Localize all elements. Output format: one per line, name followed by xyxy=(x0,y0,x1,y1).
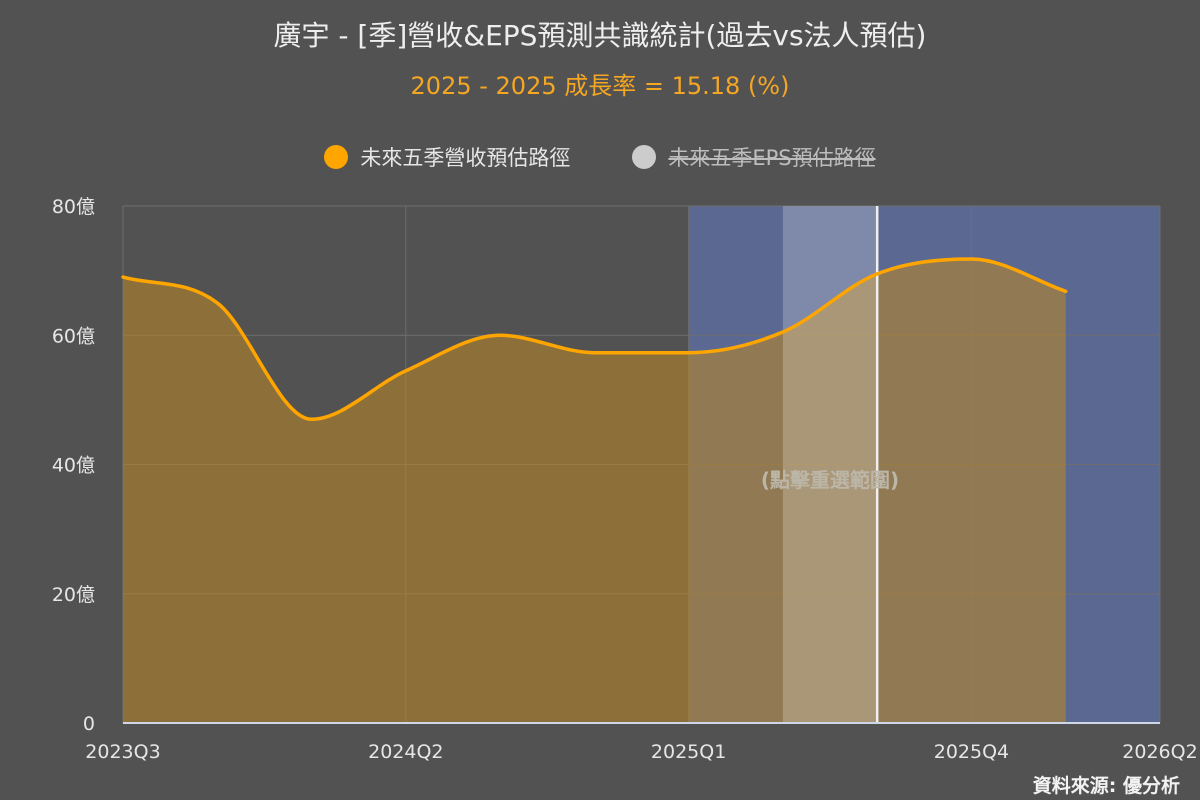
x-tick-label: 2026Q2 xyxy=(1122,741,1197,763)
y-tick-label: 60億 xyxy=(52,325,95,347)
y-tick-label: 40億 xyxy=(52,455,95,477)
x-tick-label: 2023Q3 xyxy=(85,741,160,763)
y-tick-label: 0 xyxy=(83,713,95,735)
reselect-range-hint: (點擊重選範圍) xyxy=(761,468,899,492)
legend-label-revenue: 未來五季營收預估路徑 xyxy=(360,146,571,170)
legend-dot-revenue xyxy=(324,145,349,169)
selection-band xyxy=(782,206,878,723)
y-tick-label: 20億 xyxy=(52,584,95,606)
revenue-area xyxy=(123,258,1066,723)
data-source: 資料來源: 優分析 xyxy=(1032,775,1180,797)
x-tick-label: 2025Q4 xyxy=(934,741,1009,763)
chart-legend: 未來五季營收預估路徑 未來五季EPS預估路徑 xyxy=(0,142,1200,172)
legend-item-eps[interactable]: 未來五季EPS預估路徑 xyxy=(632,142,876,172)
growth-rate-subtitle: 2025 - 2025 成長率 = 15.18 (%) xyxy=(410,72,790,100)
x-tick-label: 2025Q1 xyxy=(651,741,726,763)
revenue-line xyxy=(121,257,1068,422)
x-tick-label: 2024Q2 xyxy=(368,741,443,763)
legend-item-revenue[interactable]: 未來五季營收預估路徑 xyxy=(324,142,570,172)
legend-label-eps: 未來五季EPS預估路徑 xyxy=(668,146,876,170)
legend-dot-eps xyxy=(632,145,657,169)
y-tick-label: 80億 xyxy=(52,196,95,218)
chart-title: 廣宇 - [季]營收&EPS預測共識統計(過去vs法人預估) xyxy=(273,19,927,52)
